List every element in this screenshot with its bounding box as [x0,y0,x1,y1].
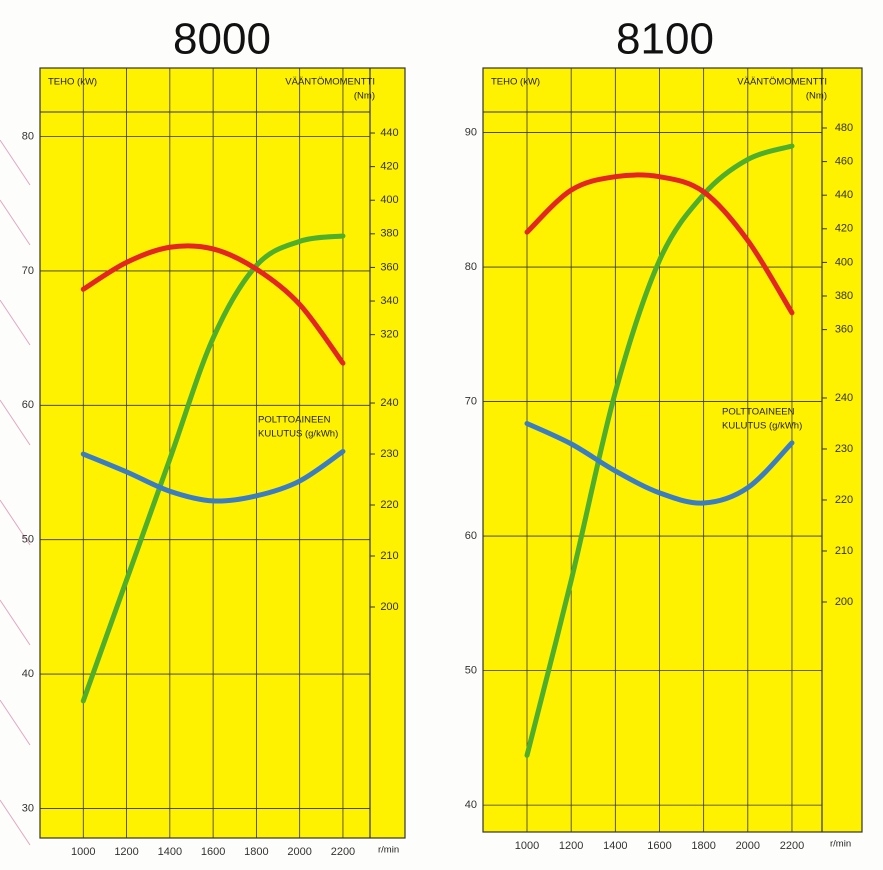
y3-tick-label: 230 [380,448,398,460]
y-tick-label: 50 [22,534,34,546]
hatch [0,139,31,846]
y2-tick-label: 420 [380,161,398,173]
y-tick-label: 70 [465,395,477,407]
x-tick-label: 1200 [114,846,138,858]
y3-tick-label: 220 [835,494,853,506]
y-tick-label: 60 [465,530,477,542]
x-tick-label: 2200 [331,846,355,858]
y2-tick-label: 440 [835,189,853,201]
chart-title: 8000 [173,15,271,64]
x-tick-label: 2200 [780,840,804,852]
y-tick-label: 70 [22,265,34,277]
y2-tick-label: 340 [380,295,398,307]
series-line [80,243,346,366]
y3-axis-label: POLTTOAINEEN [258,415,331,426]
y2-tick-label: 380 [835,290,853,302]
x-tick-label: 1000 [71,846,95,858]
x-axis-unit: r/min [378,845,399,856]
y-tick-label: 60 [22,399,34,411]
y-tick-label: 90 [465,126,477,138]
y3-axis-label: KULUTUS (g/kWh) [258,429,338,440]
y3-tick-label: 240 [380,397,398,409]
y3-axis-label: POLTTOAINEEN [722,407,795,418]
y3-tick-label: 220 [380,499,398,511]
y-tick-label: 50 [465,664,477,676]
x-tick-label: 1800 [244,846,268,858]
y3-tick-label: 230 [835,443,853,455]
x-tick-label: 1800 [691,840,715,852]
y2-axis-label: (Nm) [354,91,375,102]
y2-tick-label: 420 [835,223,853,235]
series-line [524,143,795,758]
x-tick-label: 1600 [201,846,225,858]
y-tick-label: 40 [465,799,477,811]
y3-tick-label: 210 [835,545,853,557]
y-axis-label: TEHO (kW) [48,77,97,88]
y2-tick-label: 380 [380,228,398,240]
y-tick-label: 80 [22,130,34,142]
y2-axis-label: VÄÄNTÖMOMENTTI [285,77,375,88]
x-tick-label: 2000 [287,846,311,858]
y2-tick-label: 360 [380,261,398,273]
chart-title: 8100 [616,15,714,64]
x-axis-unit: r/min [830,839,851,850]
y3-tick-label: 200 [380,601,398,613]
x-tick-label: 2000 [736,840,760,852]
y-tick-label: 40 [22,668,34,680]
y2-tick-label: 440 [380,127,398,139]
y2-tick-label: 360 [835,324,853,336]
y-tick-label: 80 [465,261,477,273]
y2-tick-label: 320 [380,329,398,341]
plot-background [482,67,863,833]
x-tick-label: 1600 [647,840,671,852]
series-line [524,420,795,506]
x-tick-label: 1400 [158,846,182,858]
x-tick-label: 1200 [559,840,583,852]
y2-tick-label: 400 [380,194,398,206]
x-tick-label: 1000 [515,840,539,852]
series-line [524,172,795,316]
y2-tick-label: 460 [835,155,853,167]
plot-background [39,67,406,839]
y3-tick-label: 240 [835,392,853,404]
y3-tick-label: 200 [835,596,853,608]
y3-tick-label: 210 [380,550,398,562]
y-tick-label: 30 [22,802,34,814]
y3-axis-label: KULUTUS (g/kWh) [722,421,802,432]
series-line [80,233,346,704]
x-tick-label: 1400 [603,840,627,852]
series-line [80,448,346,504]
y-axis-label: TEHO (kW) [491,77,540,88]
y2-tick-label: 480 [835,122,853,134]
y2-axis-label: VÄÄNTÖMOMENTTI [737,77,827,88]
y2-axis-label: (Nm) [806,91,827,102]
y2-tick-label: 400 [835,256,853,268]
